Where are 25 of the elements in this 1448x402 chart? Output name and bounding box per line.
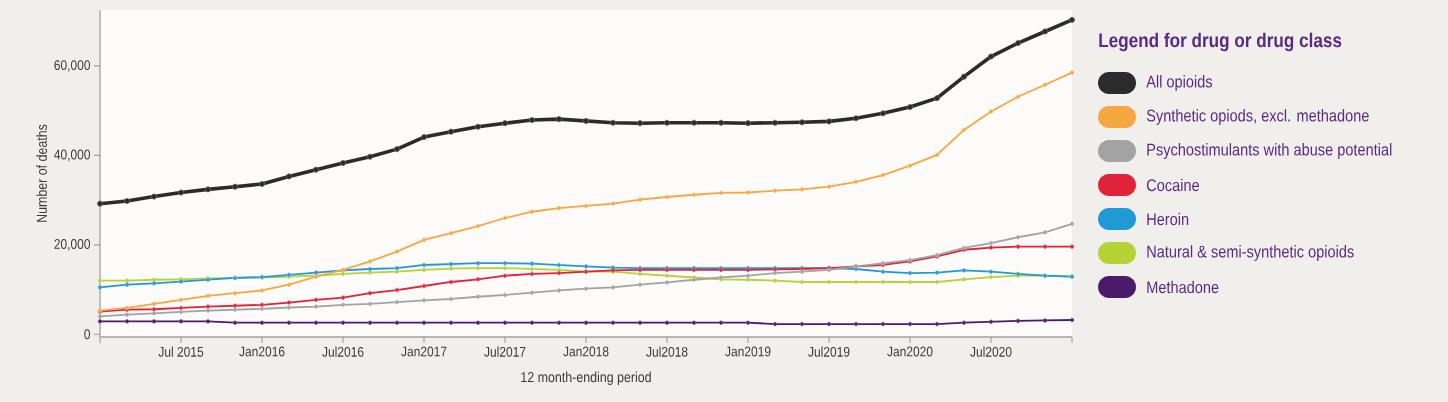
legend-label: All opioids: [1146, 75, 1213, 91]
y-tick-label: 0: [84, 329, 91, 340]
y-axis-title: Number of deaths: [36, 124, 47, 222]
x-tick-label: Jul 2015: [158, 346, 204, 357]
x-tick-label: Jan2017: [401, 346, 447, 357]
x-tick-label: Jan2016: [239, 346, 285, 357]
x-tick-label: Jan2020: [887, 346, 933, 357]
x-tick-label: Jan2018: [563, 346, 609, 357]
y-tick-label: 20,000: [54, 239, 91, 251]
legend-label: Synthetic opiods, excl. methadone: [1146, 109, 1369, 125]
legend-label: Cocaine: [1146, 178, 1199, 192]
legend-label: Psychostimulants with abuse potential: [1147, 143, 1392, 159]
x-tick-label: Jul2018: [646, 346, 688, 357]
x-axis-title: 12 month-ending period: [521, 371, 651, 386]
x-tick-label: Jul2016: [322, 346, 364, 357]
x-tick-label: Jul2020: [970, 346, 1012, 357]
y-tick-label: 40,000: [54, 149, 91, 162]
y-tick-label: 60,000: [54, 60, 91, 72]
x-tick-label: Jan2019: [725, 346, 771, 357]
legend-title: Legend for drug or drug class: [1099, 32, 1342, 52]
x-tick-label: Jul2019: [808, 346, 850, 357]
legend-label: Heroin: [1147, 212, 1189, 226]
legend-label: Methadone: [1147, 280, 1219, 294]
legend-label: Natural & semi-synthetic opioids: [1147, 245, 1354, 261]
x-tick-label: Jul2017: [484, 346, 526, 357]
